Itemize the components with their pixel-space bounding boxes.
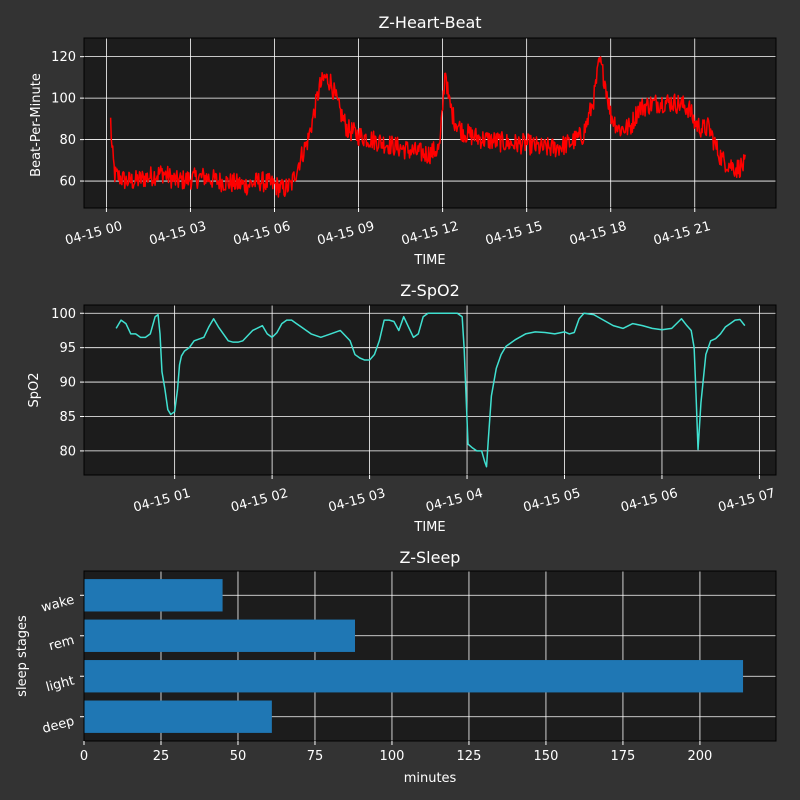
- sleep-bar-deep: [84, 700, 272, 733]
- sleep-chart: Z-Sleep minutes sleep stages 0 25 50 75 100 1…: [15, 548, 777, 786]
- heart-beat-y-tick-label: 80: [59, 133, 76, 148]
- sleep-bar-rem: [84, 619, 356, 652]
- spo2-chart-title: Z-SpO2: [400, 281, 460, 300]
- spo2-y-tick-label: 80: [59, 444, 76, 459]
- spo2-y-tick-label: 100: [51, 307, 76, 322]
- sleep-bar-light: [84, 660, 744, 693]
- axes-frame: [83, 570, 777, 742]
- spo2-y-axis-label: SpO2: [27, 372, 42, 407]
- sleep-bar-wake: [84, 579, 223, 612]
- axes-frame: [83, 37, 777, 209]
- sleep-x-tick-label: 200: [688, 749, 713, 764]
- spo2-y-tick-label: 90: [59, 376, 76, 391]
- heart-beat-chart-title: Z-Heart-Beat: [378, 13, 481, 32]
- heart-beat-x-axis-label: TIME: [413, 253, 445, 268]
- spo2-y-tick-label: 85: [59, 410, 76, 425]
- sleep-y-tick-label: light: [44, 673, 76, 695]
- sleep-x-tick-label: 50: [230, 749, 247, 764]
- sleep-x-tick-label: 25: [153, 749, 170, 764]
- heart-beat-y-tick-label: 120: [51, 50, 76, 65]
- sleep-x-axis-label: minutes: [404, 771, 457, 786]
- spo2-series-line: [115, 312, 746, 468]
- heart-beat-chart: Z-Heart-Beat TIME Beat-Per-Minute 04-15 …: [29, 13, 777, 268]
- heart-beat-series-line: [109, 56, 746, 198]
- sleep-y-axis-label: sleep stages: [15, 615, 30, 697]
- sleep-chart-title: Z-Sleep: [400, 548, 461, 567]
- heart-beat-y-axis-label: Beat-Per-Minute: [29, 73, 44, 177]
- axes-frame: [83, 304, 777, 476]
- spo2-x-axis-label: TIME: [413, 520, 445, 535]
- sleep-x-tick-label: 150: [534, 749, 559, 764]
- sleep-x-tick-label: 100: [380, 749, 405, 764]
- sleep-y-tick-label: rem: [47, 633, 76, 654]
- heart-beat-y-tick-label: 60: [59, 175, 76, 190]
- plot-area: [84, 305, 776, 475]
- heart-beat-y-tick-label: 100: [51, 92, 76, 107]
- plot-area: [84, 38, 776, 208]
- spo2-chart: Z-SpO2 TIME SpO2 04-15 01 04-15 02 04-15 0…: [27, 281, 777, 535]
- sleep-x-tick-label: 175: [611, 749, 636, 764]
- sleep-x-tick-label: 75: [307, 749, 324, 764]
- sleep-x-tick-label: 125: [457, 749, 482, 764]
- spo2-y-tick-label: 95: [59, 341, 76, 356]
- sleep-x-tick-label: 0: [80, 749, 88, 764]
